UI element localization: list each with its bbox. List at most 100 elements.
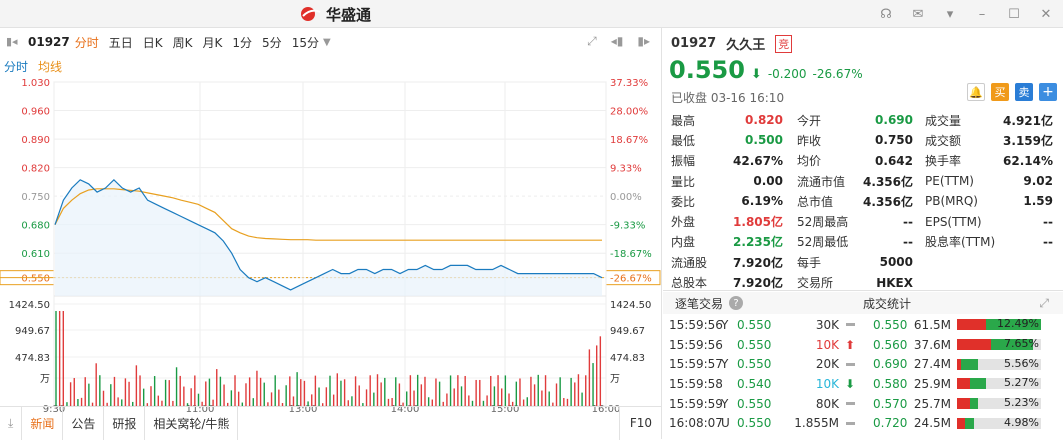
title-bar: 华盛通 ☊ ✉ ▾ – ☐ ✕: [0, 0, 1063, 28]
quote-label: 最高: [671, 113, 696, 128]
tab-warrants[interactable]: 相关窝轮/牛熊: [145, 406, 239, 440]
quote-label: 总股本: [671, 276, 708, 291]
quote-label: 今开: [797, 113, 822, 128]
quote-cell: 换手率 62.14%: [925, 152, 1053, 169]
quote-row: 振幅 42.67% 均价 0.642 换手率 62.14%: [671, 151, 1061, 171]
y-tick-label: 0.960: [21, 107, 50, 118]
stat-bar-green: [969, 398, 978, 410]
minimize-icon[interactable]: –: [978, 6, 986, 22]
y-tick-label-right: 28.00%: [610, 107, 648, 118]
maximize-icon[interactable]: ☐: [1008, 6, 1020, 22]
download-icon[interactable]: ⤓: [0, 406, 23, 440]
prev-icon[interactable]: ◂▮: [610, 34, 624, 48]
tab-announcements[interactable]: 公告: [63, 406, 105, 440]
tab-5day[interactable]: 五日: [108, 35, 133, 50]
bell-icon[interactable]: 🔔: [967, 83, 985, 101]
trade-row: 15:59:57 Y 0.550 20K 0.690 27.4M 5.56%: [663, 354, 1063, 374]
tab-1min[interactable]: 1分: [232, 35, 253, 50]
chevron-down-icon[interactable]: ▼: [322, 36, 331, 48]
quote-label: 总市值: [797, 194, 834, 209]
quote-cell: 流通市值 4.356亿: [797, 173, 925, 190]
app-logo: 华盛通: [300, 4, 371, 24]
tab-research[interactable]: 研报: [104, 406, 146, 440]
down-arrow-icon: ⬇: [844, 376, 856, 391]
x-tick-label: 14:00: [391, 404, 420, 415]
quote-value: --: [903, 214, 913, 229]
sell-button[interactable]: 卖: [1015, 83, 1033, 101]
next-icon[interactable]: ▮▸: [637, 34, 650, 48]
stat-bar-red: [957, 339, 991, 351]
tab-15min[interactable]: 15分: [291, 35, 319, 50]
help-icon[interactable]: ?: [729, 296, 744, 310]
price-block: 0.550 ⬇ -0.200 -26.67%: [669, 56, 863, 84]
quote-value: 7.920亿: [733, 276, 783, 291]
trade-price: 0.540: [737, 376, 772, 391]
up-arrow-icon: ⬆: [844, 337, 856, 352]
trade-price: 0.550: [737, 396, 772, 411]
expand-icon[interactable]: ⤢: [587, 34, 597, 48]
stat-pct: 4.98%: [1004, 415, 1039, 429]
bottom-tabs: ⤓ 新闻 公告 研报 相关窝轮/牛熊 F10: [0, 406, 662, 440]
trade-volume: 20K: [815, 357, 839, 372]
y-tick-label: 0.610: [21, 249, 50, 260]
quote-value: 2.235亿: [733, 235, 783, 250]
mail-icon[interactable]: ✉: [912, 6, 924, 22]
expand-stats-icon[interactable]: ⤢: [1039, 295, 1049, 310]
quote-value: 62.14%: [1003, 153, 1053, 168]
stat-volume: 24.5M: [913, 416, 951, 431]
quote-cell: 昨收 0.750: [797, 132, 925, 149]
add-icon[interactable]: +: [1039, 83, 1057, 101]
tab-monthly-k[interactable]: 月K: [202, 35, 223, 50]
quote-label: 流通市值: [797, 174, 846, 189]
quote-label: 振幅: [671, 154, 696, 169]
trade-volume: 80K: [815, 396, 839, 411]
intraday-chart[interactable]: 1.030 37.33% 0.960 28.00% 0.890 18.67% 0.820 9.…: [0, 74, 662, 416]
headset-icon[interactable]: ☊: [880, 6, 892, 22]
stat-pct: 12.49%: [997, 317, 1039, 331]
close-icon[interactable]: ✕: [1040, 6, 1052, 22]
stat-bar-red: [957, 319, 987, 331]
y-tick-label: 1.030: [21, 78, 50, 89]
tab-daily-k[interactable]: 日K: [142, 35, 163, 50]
quote-value: 1.805亿: [733, 215, 783, 230]
down-arrow-icon: ⬇: [750, 67, 762, 82]
trade-flag: Y: [721, 396, 729, 411]
quote-value: --: [1043, 234, 1053, 249]
y-tick-label: 0.750: [21, 192, 50, 203]
neutral-icon: [839, 402, 861, 406]
stat-price: 0.580: [873, 376, 908, 391]
tab-intraday[interactable]: 分时: [74, 35, 99, 50]
trade-volume: 10K: [815, 337, 839, 352]
quote-value: 4.921亿: [1003, 113, 1053, 128]
stat-bar: 5.27%: [957, 376, 1041, 390]
tab-5min[interactable]: 5分: [262, 35, 282, 50]
buy-button[interactable]: 买: [991, 83, 1009, 101]
tab-f10[interactable]: F10: [618, 406, 662, 440]
tab-news[interactable]: 新闻: [22, 406, 64, 440]
legend-avg: 均线: [38, 59, 63, 74]
stat-volume: 61.5M: [913, 317, 951, 332]
collapse-icon[interactable]: ▮◂: [6, 35, 18, 48]
x-tick-label: 16:00: [592, 404, 621, 415]
quote-label: 52周最高: [797, 215, 849, 230]
quote-label: 昨收: [797, 133, 822, 148]
avg-price-line: [54, 188, 602, 241]
trades-header: 逐笔交易 ? 成交统计 ⤢: [663, 292, 1063, 314]
stat-bar: 7.65%: [957, 337, 1041, 351]
quote-row: 委比 6.19% 总市值 4.356亿 PB(MRQ) 1.59: [671, 191, 1061, 211]
quote-value: 6.19%: [741, 194, 783, 209]
quote-label: 流通股: [671, 255, 708, 270]
trade-volume: 1.855M: [794, 416, 839, 431]
y-tick-label: 0.550: [21, 274, 50, 285]
y-tick-label-right: -9.33%: [610, 221, 645, 232]
shirt-icon[interactable]: ▾: [946, 6, 954, 22]
quote-value: 0.750: [875, 133, 913, 148]
quote-value: 0.642: [875, 153, 913, 168]
neutral-icon: [839, 362, 861, 366]
tab-weekly-k[interactable]: 周K: [172, 35, 193, 50]
stat-price: 0.560: [873, 337, 908, 352]
quote-label: 量比: [671, 174, 696, 189]
vol-tick-label-right: 949.67: [610, 326, 645, 337]
stat-bar-green: [965, 417, 974, 429]
quote-cell: 总市值 4.356亿: [797, 193, 925, 210]
